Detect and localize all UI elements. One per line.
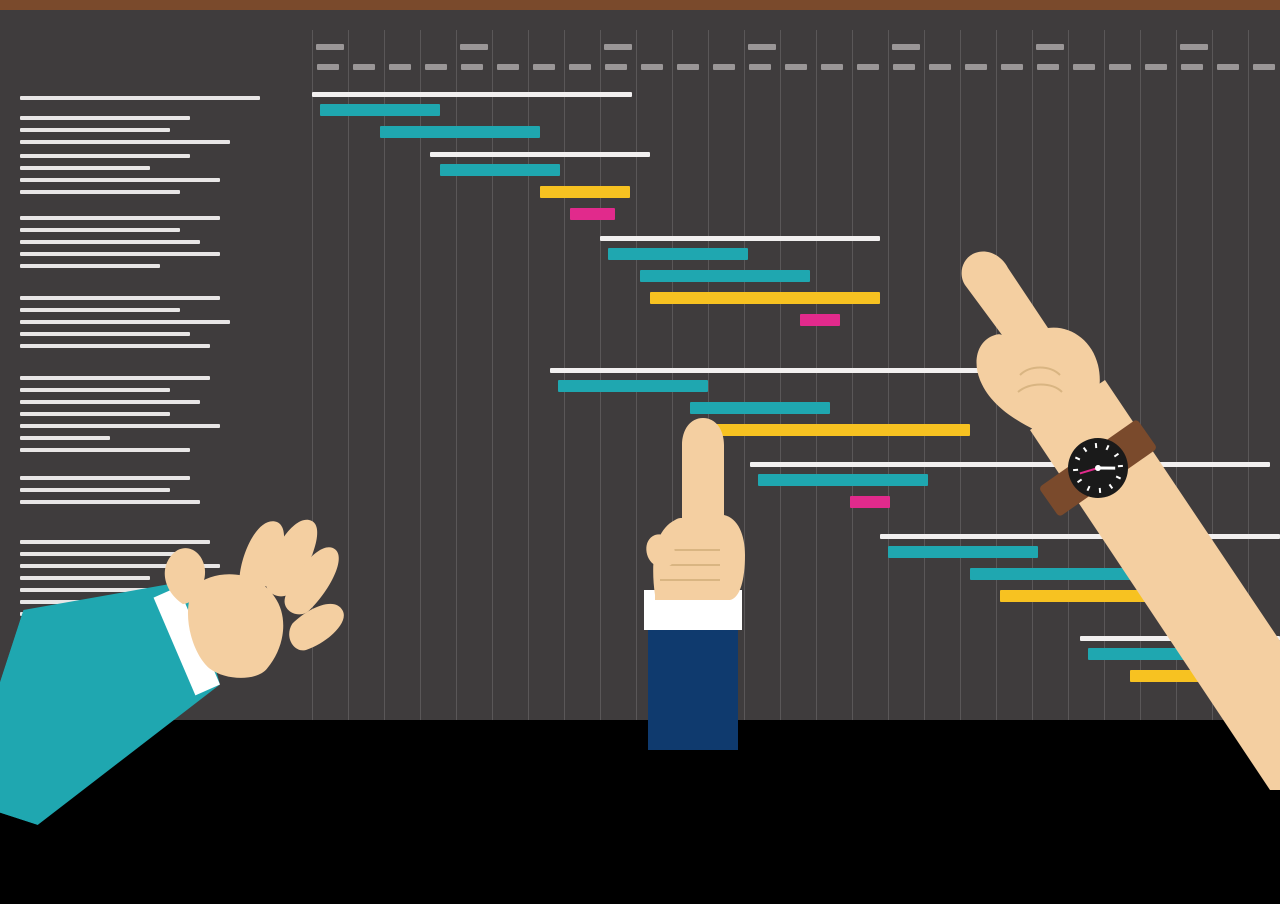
gridline <box>852 30 853 720</box>
task-label-line <box>20 128 170 132</box>
gridline <box>564 30 565 720</box>
major-tick <box>316 44 344 50</box>
minor-tick <box>1145 64 1167 70</box>
task-label-line <box>20 264 160 268</box>
gantt-bar[interactable] <box>758 474 928 486</box>
task-label-line <box>20 166 150 170</box>
gantt-bar[interactable] <box>312 92 632 97</box>
gantt-bar[interactable] <box>850 496 890 508</box>
gantt-bar[interactable] <box>570 208 615 220</box>
minor-tick <box>677 64 699 70</box>
major-tick <box>1180 44 1208 50</box>
task-label-line <box>20 96 260 100</box>
minor-tick <box>353 64 375 70</box>
minor-tick <box>749 64 771 70</box>
task-label-line <box>20 308 180 312</box>
minor-tick <box>965 64 987 70</box>
gridline <box>780 30 781 720</box>
minor-tick <box>1217 64 1239 70</box>
minor-tick <box>1253 64 1275 70</box>
minor-tick <box>821 64 843 70</box>
gantt-bar[interactable] <box>540 186 630 198</box>
minor-tick <box>1073 64 1095 70</box>
right-hand-icon <box>920 230 1280 795</box>
minor-tick <box>533 64 555 70</box>
task-label-line <box>20 332 190 336</box>
gridline <box>888 30 889 720</box>
minor-tick <box>857 64 879 70</box>
gantt-bar[interactable] <box>440 164 560 176</box>
gantt-bar[interactable] <box>800 314 840 326</box>
minor-tick <box>1001 64 1023 70</box>
minor-tick <box>497 64 519 70</box>
task-label-line <box>20 190 180 194</box>
minor-tick <box>1181 64 1203 70</box>
task-label-line <box>20 376 210 380</box>
task-label-line <box>20 140 230 144</box>
minor-tick <box>569 64 591 70</box>
minor-tick <box>893 64 915 70</box>
task-label-line <box>20 216 220 220</box>
task-label-line <box>20 252 220 256</box>
minor-tick <box>1037 64 1059 70</box>
task-label-line <box>20 344 210 348</box>
gridline <box>816 30 817 720</box>
minor-tick <box>605 64 627 70</box>
task-label-line <box>20 178 220 182</box>
gantt-bar[interactable] <box>320 104 440 116</box>
gantt-bar[interactable] <box>380 126 540 138</box>
gantt-bar[interactable] <box>650 292 880 304</box>
major-tick <box>1036 44 1064 50</box>
major-tick <box>460 44 488 50</box>
task-label-line <box>20 228 180 232</box>
minor-tick <box>389 64 411 70</box>
minor-tick <box>641 64 663 70</box>
gantt-bar[interactable] <box>430 152 650 157</box>
center-hand-icon <box>600 390 780 755</box>
minor-tick <box>461 64 483 70</box>
minor-tick <box>317 64 339 70</box>
task-label-line <box>20 388 170 392</box>
task-label-line <box>20 296 220 300</box>
major-tick <box>892 44 920 50</box>
minor-tick <box>785 64 807 70</box>
minor-tick <box>425 64 447 70</box>
gantt-bar[interactable] <box>640 270 810 282</box>
task-label-line <box>20 154 190 158</box>
gantt-bar[interactable] <box>600 236 880 241</box>
task-label-line <box>20 320 230 324</box>
gantt-canvas <box>0 0 1280 720</box>
task-label-line <box>20 400 200 404</box>
minor-tick <box>1109 64 1131 70</box>
task-label-line <box>20 116 190 120</box>
minor-tick <box>713 64 735 70</box>
gantt-bar[interactable] <box>608 248 748 260</box>
major-tick <box>604 44 632 50</box>
task-label-line <box>20 240 200 244</box>
top-band <box>0 0 1280 10</box>
major-tick <box>748 44 776 50</box>
minor-tick <box>929 64 951 70</box>
